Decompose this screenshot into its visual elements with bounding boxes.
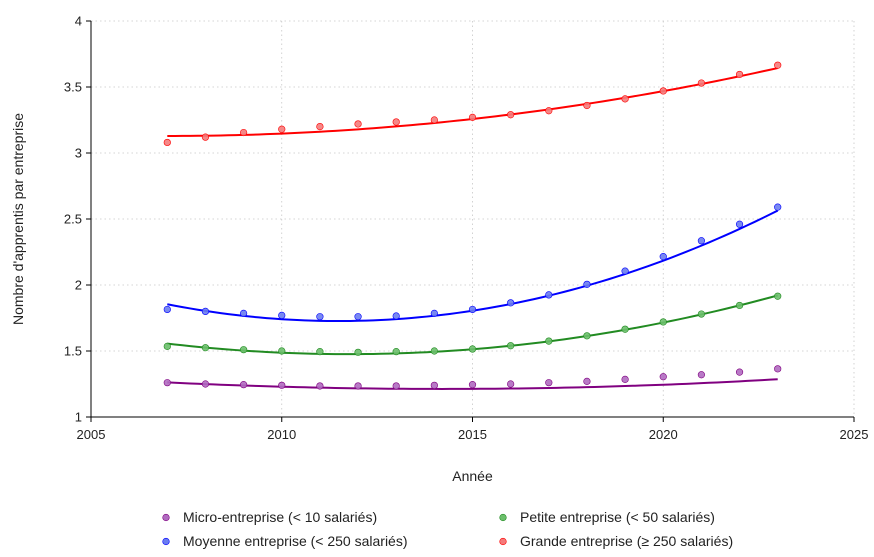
x-tick-label: 2015 bbox=[458, 427, 487, 442]
data-point-series-4 bbox=[163, 138, 171, 147]
data-point-series-3 bbox=[468, 305, 477, 314]
data-point-series-4 bbox=[507, 111, 515, 119]
data-point-series-2 bbox=[240, 346, 248, 354]
y-tick-label: 2 bbox=[75, 278, 82, 293]
data-point-series-3 bbox=[545, 291, 553, 299]
data-point-series-2 bbox=[392, 348, 400, 356]
data-point-series-4 bbox=[697, 79, 706, 87]
data-point-series-3 bbox=[240, 309, 248, 317]
data-point-series-2 bbox=[163, 342, 171, 350]
y-tick-label: 3.5 bbox=[64, 80, 82, 95]
legend-label-series-3: Moyenne entreprise (< 250 salariés) bbox=[183, 533, 408, 549]
data-point-series-2 bbox=[316, 348, 324, 356]
fit-line-series-1 bbox=[167, 378, 778, 390]
x-tick-label: 2025 bbox=[840, 427, 869, 442]
data-point-series-4 bbox=[583, 101, 591, 110]
data-point-series-3 bbox=[201, 307, 210, 316]
data-point-series-4 bbox=[468, 113, 477, 121]
data-point-series-2 bbox=[507, 342, 515, 350]
data-point-series-4 bbox=[392, 118, 400, 126]
x-axis-title: Année bbox=[452, 468, 493, 484]
x-tick-label: 2020 bbox=[649, 427, 678, 442]
data-point-series-2 bbox=[659, 318, 667, 326]
axes: 1 1.5 2 2.5 3 3.5 4 2005 2010 2015 2020 2025 bbox=[64, 14, 869, 443]
data-point-series-4 bbox=[278, 125, 286, 133]
data-point-series-1 bbox=[392, 382, 400, 390]
data-point-series-1 bbox=[697, 371, 706, 379]
y-axis-title: Nombre d'apprentis par entreprise bbox=[10, 113, 26, 325]
fit-line-series-3 bbox=[167, 209, 779, 323]
data-point-series-3 bbox=[659, 253, 667, 261]
data-point-series-3 bbox=[354, 313, 362, 321]
data-point-series-3 bbox=[392, 312, 400, 320]
data-point-series-4 bbox=[659, 87, 667, 95]
legend-marker-series-2 bbox=[499, 513, 507, 522]
data-point-series-4 bbox=[545, 107, 553, 115]
data-point-series-3 bbox=[316, 313, 324, 321]
x-tick-label: 2005 bbox=[77, 427, 106, 442]
data-point-series-1 bbox=[774, 365, 782, 373]
data-point-series-1 bbox=[507, 380, 515, 388]
data-point-series-1 bbox=[545, 379, 553, 387]
data-point-series-4 bbox=[430, 116, 438, 124]
data-point-series-1 bbox=[621, 375, 629, 383]
legend-marker-series-4 bbox=[499, 537, 507, 546]
data-point-series-1 bbox=[659, 373, 667, 381]
data-point-series-3 bbox=[163, 305, 171, 314]
data-point-series-2 bbox=[545, 337, 553, 345]
data-point-series-3 bbox=[430, 309, 438, 317]
data-point-series-1 bbox=[735, 368, 744, 376]
data-point-series-2 bbox=[774, 292, 782, 300]
data-point-series-2 bbox=[201, 344, 210, 352]
data-point-series-3 bbox=[735, 220, 744, 228]
gridlines bbox=[90, 20, 855, 418]
data-point-series-1 bbox=[278, 381, 286, 389]
data-point-series-4 bbox=[774, 61, 782, 69]
data-point-series-2 bbox=[468, 345, 477, 353]
y-tick-label: 1.5 bbox=[64, 344, 82, 359]
legend-marker-series-1 bbox=[162, 513, 170, 522]
data-point-series-1 bbox=[354, 382, 362, 390]
data-point-series-2 bbox=[430, 347, 438, 355]
legend-label-series-2: Petite entreprise (< 50 salariés) bbox=[520, 509, 715, 525]
legend-marker-series-3 bbox=[162, 537, 170, 546]
data-point-series-4 bbox=[201, 133, 210, 141]
data-point-series-3 bbox=[507, 299, 515, 307]
data-point-series-1 bbox=[430, 381, 438, 389]
x-tick-label: 2010 bbox=[267, 427, 296, 442]
data-point-series-4 bbox=[354, 120, 362, 128]
data-point-series-1 bbox=[583, 377, 591, 385]
legend: Micro-entreprise (< 10 salariés) Petite e… bbox=[162, 509, 733, 549]
data-point-series-3 bbox=[278, 311, 286, 319]
data-point-series-4 bbox=[316, 122, 324, 131]
data-point-series-4 bbox=[621, 95, 629, 103]
data-point-series-4 bbox=[735, 70, 744, 79]
y-tick-label: 2.5 bbox=[64, 212, 82, 227]
data-point-series-4 bbox=[240, 128, 248, 137]
data-point-series-1 bbox=[163, 379, 171, 387]
data-point-series-1 bbox=[468, 381, 477, 389]
data-point-series-2 bbox=[697, 310, 706, 318]
data-point-series-3 bbox=[697, 237, 706, 245]
y-tick-label: 3 bbox=[75, 146, 82, 161]
data-point-series-2 bbox=[583, 332, 591, 340]
data-point-series-1 bbox=[201, 380, 210, 388]
data-points bbox=[163, 61, 782, 390]
data-point-series-2 bbox=[735, 301, 744, 310]
data-point-series-1 bbox=[316, 382, 324, 390]
data-point-series-3 bbox=[621, 267, 629, 275]
legend-label-series-1: Micro-entreprise (< 10 salariés) bbox=[183, 509, 377, 525]
legend-label-series-4: Grande entreprise (≥ 250 salariés) bbox=[520, 533, 733, 549]
data-point-series-3 bbox=[774, 203, 782, 211]
data-point-series-2 bbox=[354, 348, 362, 356]
data-point-series-3 bbox=[583, 280, 591, 288]
data-point-series-2 bbox=[278, 347, 286, 355]
y-tick-label: 4 bbox=[75, 14, 82, 29]
y-tick-label: 1 bbox=[75, 410, 82, 425]
data-point-series-2 bbox=[621, 325, 629, 333]
data-point-series-1 bbox=[240, 381, 248, 389]
